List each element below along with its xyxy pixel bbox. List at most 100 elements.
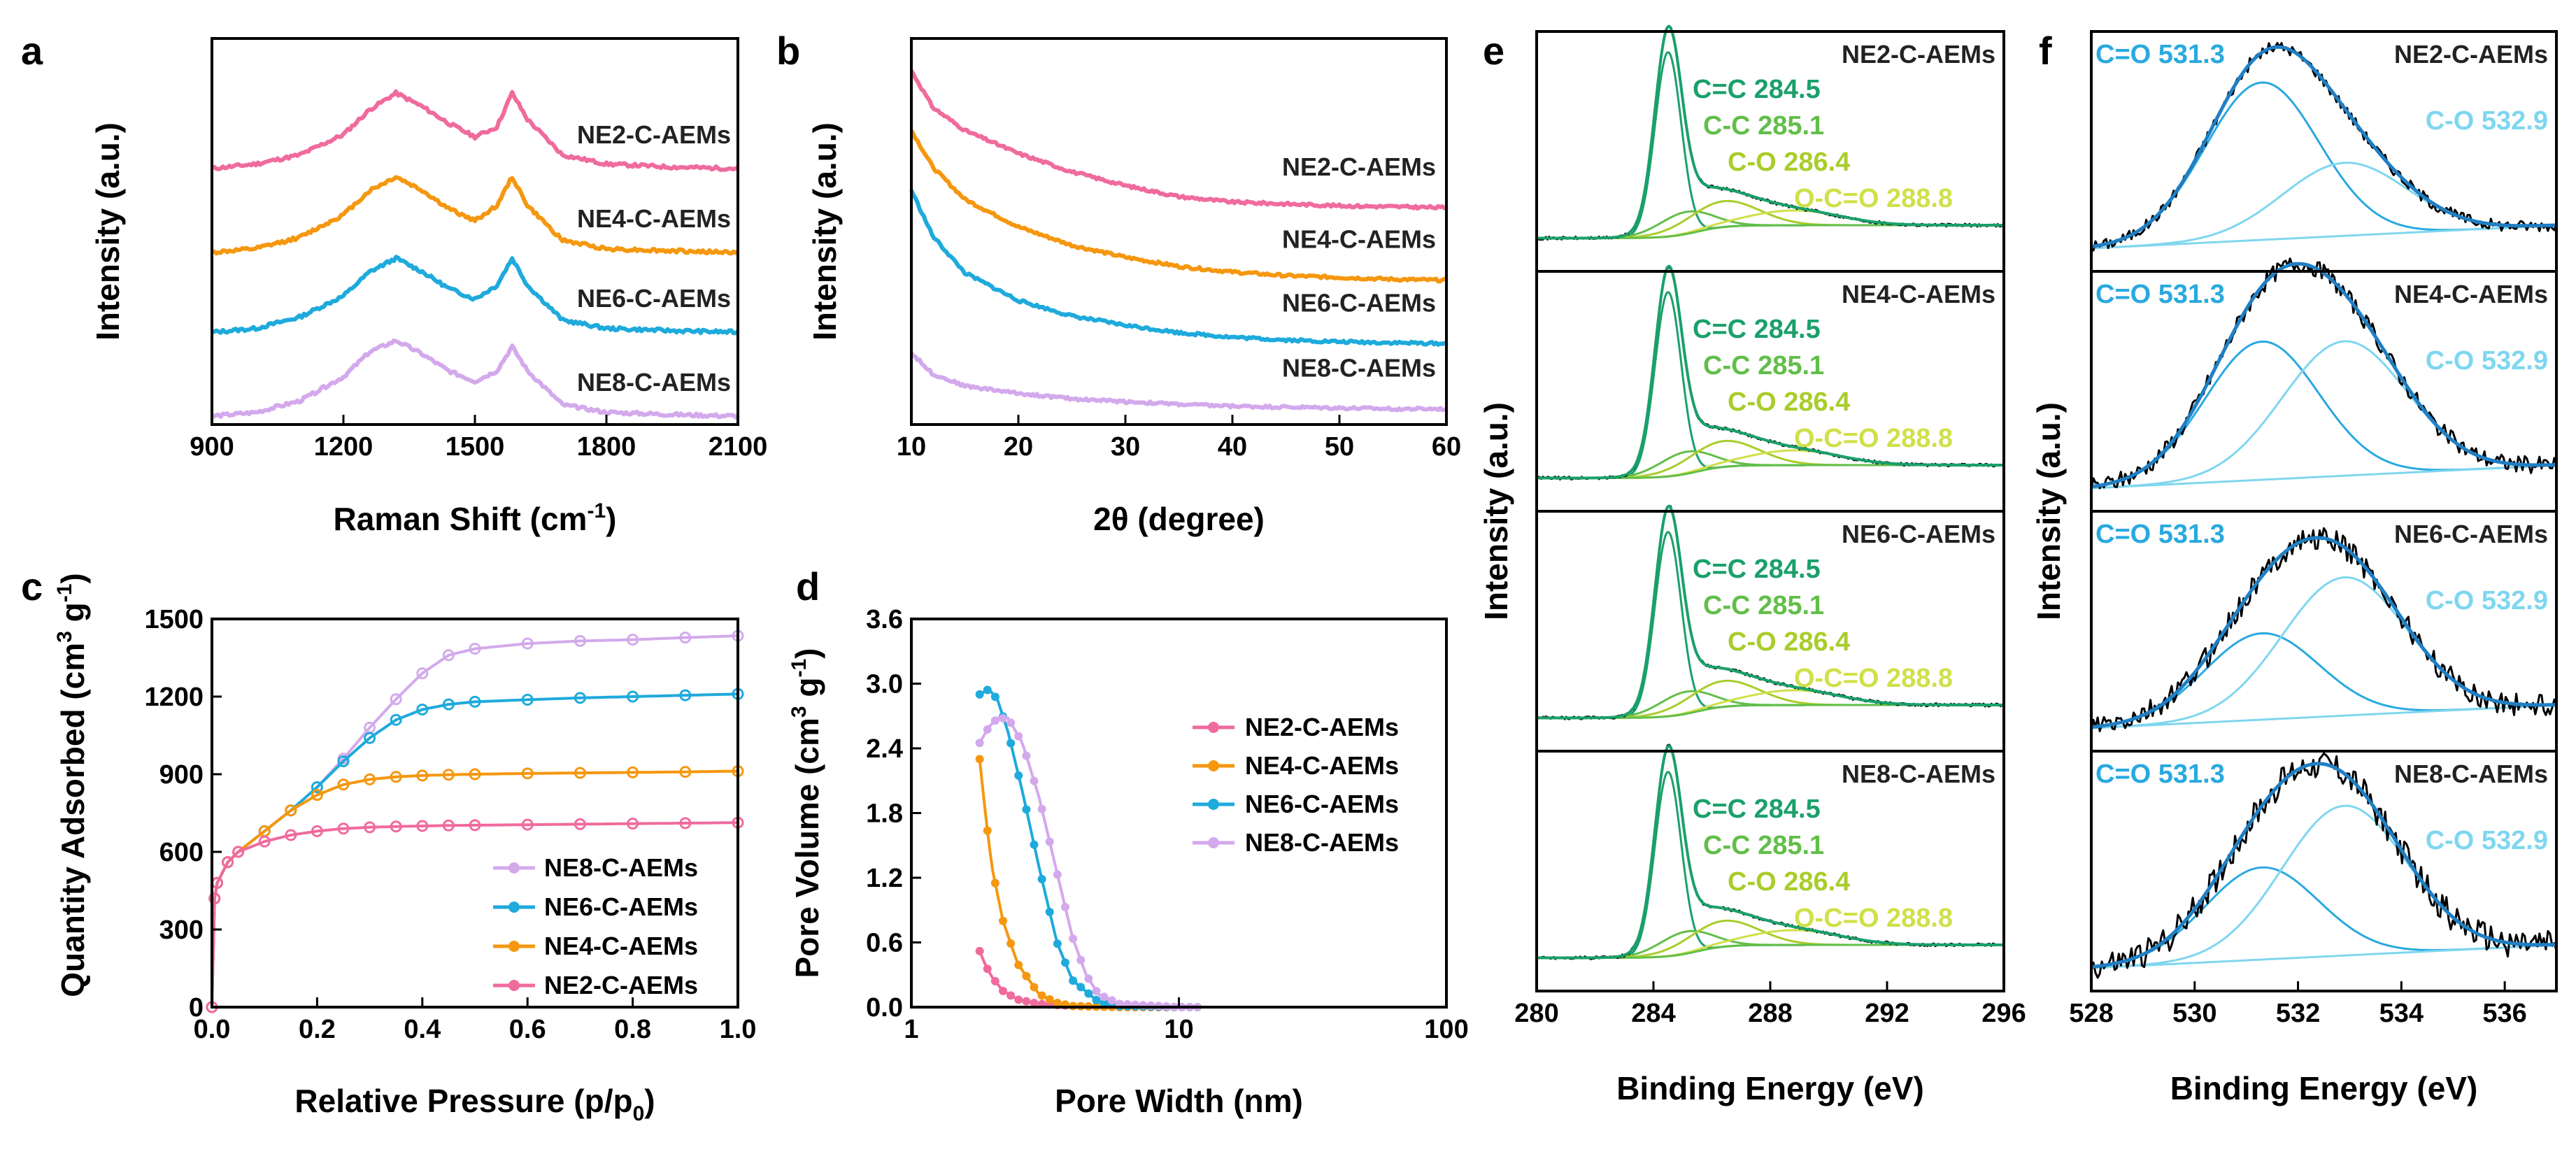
- subpanel-title: NE4-C-AEMs: [2394, 280, 2548, 308]
- y-axis-title: Intensity (a.u.): [1478, 402, 1514, 620]
- peak-label: C-C 285.1: [1703, 831, 1824, 860]
- x-tick-label: 0.2: [299, 1015, 336, 1044]
- x-tick-label: 60: [1432, 432, 1461, 462]
- panel-b: NE2-C-AEMs NE4-C-AEMs NE6-C-AEMs NE8-C-AEMs…: [806, 37, 1461, 537]
- x-tick-label: 0.8: [614, 1015, 651, 1044]
- y-axis-title: Intensity (a.u.): [2030, 402, 2067, 620]
- pore-marker: [983, 826, 992, 835]
- x-axis-title-part: ): [644, 1083, 655, 1119]
- x-tick-label: 288: [1748, 999, 1792, 1028]
- isotherm-marker: [416, 820, 429, 832]
- xrd-line-NE8-C-AEMs: [909, 351, 1448, 413]
- x-tick-label: 100: [1424, 1015, 1468, 1044]
- subpanel-title: NE2-C-AEMs: [1842, 40, 1995, 69]
- isotherm-marker: [285, 804, 297, 817]
- pore-marker: [1107, 996, 1116, 1005]
- isotherm-marker: [337, 778, 350, 791]
- pore-marker: [975, 739, 984, 748]
- isotherm-marker: [442, 698, 455, 711]
- peak-label: C=C 284.5: [1693, 555, 1821, 584]
- pore-marker: [1100, 992, 1109, 1002]
- peak-label: C=O 531.3: [2095, 760, 2225, 789]
- legend-label: NE8-C-AEMs: [1245, 828, 1399, 857]
- x-tick-label: 280: [1514, 999, 1558, 1028]
- xps-o1s-background: [2091, 224, 2557, 250]
- panel-letter-a: a: [21, 29, 43, 73]
- isotherm-marker: [337, 755, 350, 767]
- xps-c1s-fit: [1537, 504, 2004, 720]
- legend-marker: [508, 980, 520, 991]
- y-axis-title: Pore Volume (cm3 g-1): [788, 648, 825, 978]
- x-tick-label: 296: [1981, 999, 2026, 1028]
- isotherm-marker: [574, 767, 586, 779]
- pore-marker: [1014, 771, 1023, 780]
- y-axis-title-part: -1: [788, 659, 811, 678]
- x-tick-label: 534: [2379, 999, 2424, 1028]
- curve-label: NE6-C-AEMs: [1282, 288, 1436, 317]
- plot-frame: [910, 37, 1448, 426]
- xrd-line-NE2-C-AEMs: [909, 69, 1447, 211]
- isotherm-marker: [232, 846, 245, 858]
- isotherm-marker: [679, 766, 692, 778]
- peak-label: C-O 286.4: [1728, 867, 1850, 897]
- legend-label: NE8-C-AEMs: [544, 853, 698, 882]
- subpanel-title: NE6-C-AEMs: [1842, 520, 1995, 548]
- legend-label: NE6-C-AEMs: [1245, 790, 1399, 818]
- isotherm-marker: [311, 781, 323, 793]
- pore-marker: [975, 946, 984, 955]
- pore-marker: [1146, 1001, 1155, 1010]
- isotherm-marker: [390, 771, 402, 783]
- y-tick-label: 300: [159, 916, 204, 945]
- peak-label: O-C=O 288.8: [1794, 664, 1953, 693]
- pore-marker: [1069, 934, 1078, 943]
- legend-marker: [1208, 760, 1219, 771]
- peak-label: C-O 532.9: [2426, 346, 2548, 376]
- peak-label: C=C 284.5: [1693, 795, 1821, 824]
- x-axis-title: Relative Pressure (p/p0): [294, 1083, 655, 1125]
- isotherm-marker: [416, 704, 429, 715]
- legend-label: NE2-C-AEMs: [544, 971, 698, 999]
- x-tick-label: 528: [2069, 999, 2113, 1028]
- isotherm-marker: [390, 693, 402, 706]
- y-axis-title: Quantity Adsorbed (cm3 g-1): [53, 573, 91, 997]
- isotherm-marker: [222, 856, 234, 869]
- pore-marker: [990, 878, 999, 888]
- isotherm-marker: [364, 773, 376, 785]
- peak-label: C=C 284.5: [1693, 315, 1821, 344]
- isotherm-marker: [442, 769, 455, 781]
- xps-o1s-fit: [2091, 45, 2557, 248]
- pore-marker: [975, 690, 984, 699]
- peak-label: C-O 286.4: [1728, 148, 1850, 177]
- peak-label: C=O 531.3: [2095, 280, 2225, 309]
- isotherm-marker: [469, 695, 481, 708]
- y-axis-title-part: Intensity (a.u.): [2030, 402, 2067, 620]
- xps-c1s-fit: [1537, 24, 2004, 240]
- isotherm-marker: [469, 768, 481, 781]
- panel-letter-f: f: [2039, 29, 2052, 73]
- isotherm-marker: [416, 769, 429, 782]
- isotherm-marker: [442, 649, 455, 662]
- y-axis-title-part: ): [789, 648, 825, 659]
- y-tick-label: 1200: [144, 683, 204, 712]
- curve-label: NE2-C-AEMs: [577, 120, 731, 149]
- isotherm-marker: [390, 713, 402, 726]
- x-tick-label: 1200: [314, 432, 373, 462]
- curve-label: NE2-C-AEMs: [1282, 152, 1436, 181]
- panel-letter-e: e: [1483, 29, 1504, 73]
- y-axis-title-part: -1: [53, 584, 76, 603]
- x-tick-label: 536: [2482, 999, 2526, 1028]
- y-axis-title-part: Intensity (a.u.): [806, 122, 843, 341]
- pore-marker: [1022, 805, 1031, 814]
- y-tick-label: 3.0: [866, 670, 903, 699]
- pore-marker: [1053, 870, 1062, 879]
- isotherm-marker: [208, 892, 221, 905]
- xps-o1s-background: [2091, 704, 2557, 729]
- pore-marker: [1092, 995, 1101, 1004]
- isotherm-marker: [521, 693, 534, 706]
- y-axis-title-part: Pore Volume (cm: [789, 718, 825, 978]
- pore-marker: [1006, 718, 1016, 727]
- xrd-line-NE6-C-AEMs: [909, 189, 1447, 347]
- pore-marker: [1069, 976, 1078, 985]
- subplot-frame: [2090, 750, 2558, 992]
- x-tick-label: 2100: [709, 432, 768, 462]
